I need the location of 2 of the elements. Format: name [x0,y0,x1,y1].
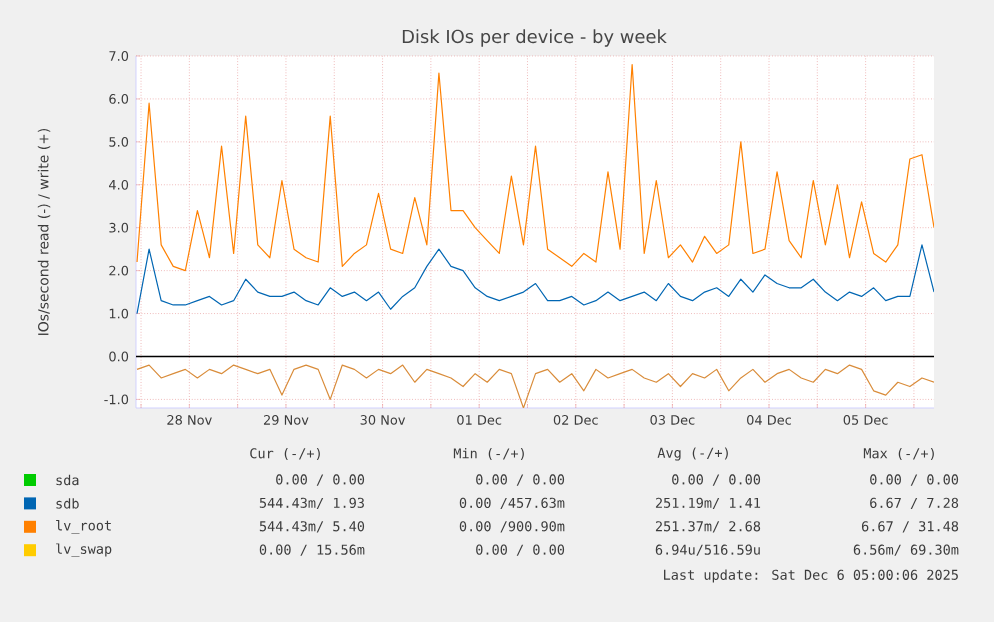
line-series [136,244,935,315]
chart-title: Disk IOs per device - by week [402,29,667,47]
